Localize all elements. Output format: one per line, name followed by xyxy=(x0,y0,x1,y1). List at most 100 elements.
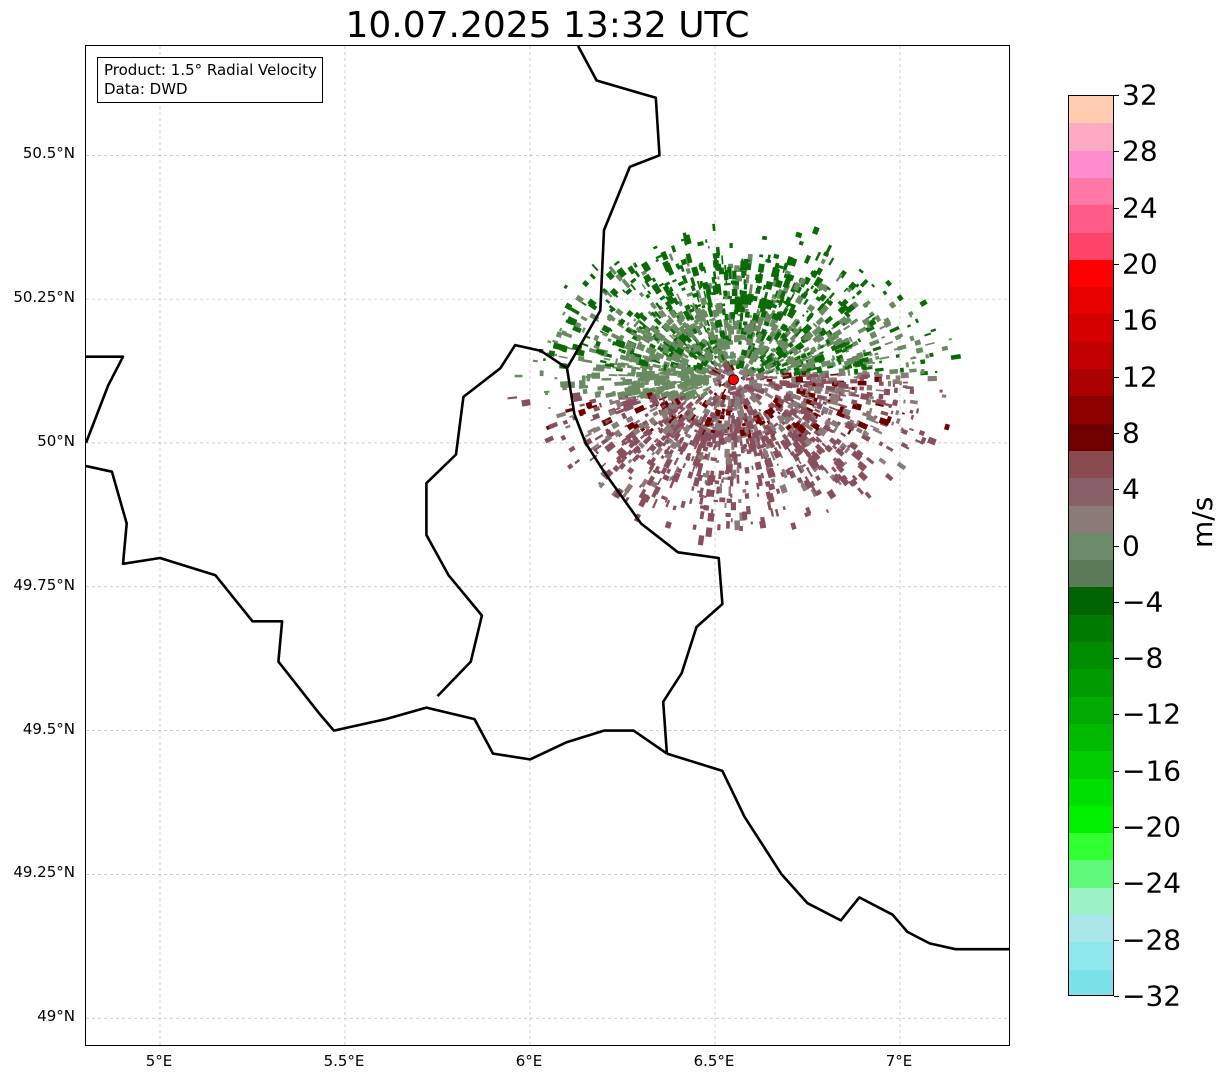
echo-cell xyxy=(656,477,662,486)
echo-cell xyxy=(738,321,742,330)
colorbar-tick-mark xyxy=(1114,376,1119,378)
echo-cell xyxy=(754,274,761,281)
echo-cell xyxy=(774,279,783,288)
echo-cell xyxy=(698,264,702,271)
echo-cell xyxy=(665,296,672,304)
echo-cell xyxy=(618,348,622,352)
colorbar-segment xyxy=(1069,969,1113,995)
echo-cell xyxy=(720,428,728,433)
echo-cell xyxy=(692,459,700,467)
echo-cell xyxy=(641,283,647,290)
echo-cell xyxy=(713,401,720,411)
echo-cell xyxy=(793,407,802,415)
echo-cell xyxy=(801,442,805,447)
echo-cell xyxy=(695,433,703,444)
echo-cell xyxy=(660,250,669,261)
echo-cell xyxy=(669,382,676,390)
echo-cell xyxy=(805,452,811,457)
echo-cell xyxy=(851,295,856,300)
echo-cell xyxy=(694,369,702,374)
echo-cell xyxy=(830,419,841,429)
echo-cell xyxy=(851,301,859,309)
echo-cell xyxy=(616,458,623,465)
echo-cell xyxy=(705,346,711,351)
echo-cell xyxy=(770,352,776,359)
colorbar-segment xyxy=(1069,642,1113,671)
echo-cell xyxy=(649,403,655,409)
radar-map[interactable] xyxy=(86,46,1010,1046)
echo-cell xyxy=(869,339,880,347)
border-line xyxy=(86,355,125,444)
echo-cell xyxy=(866,384,873,391)
echo-cell xyxy=(676,264,684,270)
echo-cell xyxy=(851,354,860,362)
echo-cell xyxy=(617,366,622,370)
echo-cell xyxy=(734,419,738,424)
echo-cell xyxy=(586,335,591,340)
echo-cell xyxy=(794,328,804,337)
echo-cell xyxy=(920,368,925,375)
echo-cell xyxy=(732,412,735,416)
echo-cell xyxy=(600,438,609,445)
echo-cell xyxy=(672,342,678,348)
echo-cell xyxy=(731,360,736,364)
echo-cell xyxy=(615,273,623,282)
echo-cell xyxy=(581,375,586,381)
echo-cell xyxy=(806,381,814,385)
echo-cell xyxy=(880,410,889,417)
echo-cell xyxy=(745,505,751,515)
echo-cell xyxy=(814,333,822,341)
echo-cell xyxy=(865,324,875,333)
echo-cell xyxy=(621,436,629,444)
echo-cell xyxy=(521,398,531,407)
echo-cell xyxy=(560,330,567,336)
echo-cell xyxy=(672,297,680,306)
echo-cell xyxy=(633,419,641,425)
echo-cell xyxy=(831,466,837,473)
colorbar-segment xyxy=(1069,778,1113,807)
echo-cell xyxy=(673,457,679,466)
echo-cell xyxy=(857,471,868,482)
echo-cell xyxy=(745,337,750,343)
echo-cell xyxy=(729,424,732,432)
echo-cell xyxy=(874,352,879,356)
echo-cell xyxy=(854,386,858,393)
radar-map-panel[interactable] xyxy=(85,45,1010,1046)
echo-cell xyxy=(878,393,884,400)
echo-cell xyxy=(833,337,844,347)
echo-cell xyxy=(548,406,551,410)
echo-cell xyxy=(804,408,814,415)
echo-cell xyxy=(861,317,871,326)
echo-cell xyxy=(744,428,748,433)
echo-cell xyxy=(643,422,651,431)
echo-cell xyxy=(768,381,774,386)
echo-cell xyxy=(732,285,740,290)
echo-cell xyxy=(717,524,721,531)
colorbar-segment xyxy=(1069,287,1113,316)
echo-cell xyxy=(822,251,830,258)
echo-cell xyxy=(647,387,656,392)
echo-cell xyxy=(902,381,909,384)
echo-cell xyxy=(716,378,722,385)
echo-cell xyxy=(694,385,703,390)
echo-cell xyxy=(809,349,816,355)
echo-cell xyxy=(544,391,549,396)
echo-cell xyxy=(884,341,894,346)
echo-cell xyxy=(780,439,789,451)
echo-cell xyxy=(883,317,892,326)
echo-cell xyxy=(941,394,947,398)
echo-cell xyxy=(679,381,688,388)
echo-cell xyxy=(766,492,775,503)
echo-cell xyxy=(695,362,704,371)
echo-cell xyxy=(608,409,616,416)
echo-cell xyxy=(627,372,636,377)
echo-cell xyxy=(850,379,858,384)
echo-cell xyxy=(626,343,634,351)
echo-cell xyxy=(840,394,846,397)
echo-cell xyxy=(721,374,725,379)
echo-cell xyxy=(646,443,654,452)
echo-cell xyxy=(699,297,708,306)
echo-cell xyxy=(569,307,580,315)
echo-cell xyxy=(565,407,574,413)
echo-cell xyxy=(730,493,733,498)
